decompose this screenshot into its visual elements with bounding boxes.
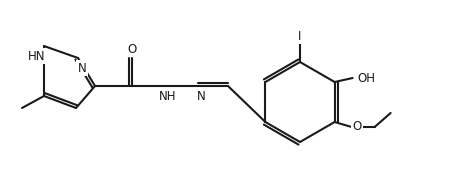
- Text: I: I: [298, 30, 301, 42]
- Text: HN: HN: [28, 49, 46, 62]
- Text: N: N: [77, 62, 86, 75]
- Text: O: O: [351, 121, 360, 134]
- Text: NH: NH: [159, 89, 177, 102]
- Text: O: O: [127, 42, 136, 55]
- Text: N: N: [196, 89, 205, 102]
- Text: OH: OH: [357, 71, 375, 84]
